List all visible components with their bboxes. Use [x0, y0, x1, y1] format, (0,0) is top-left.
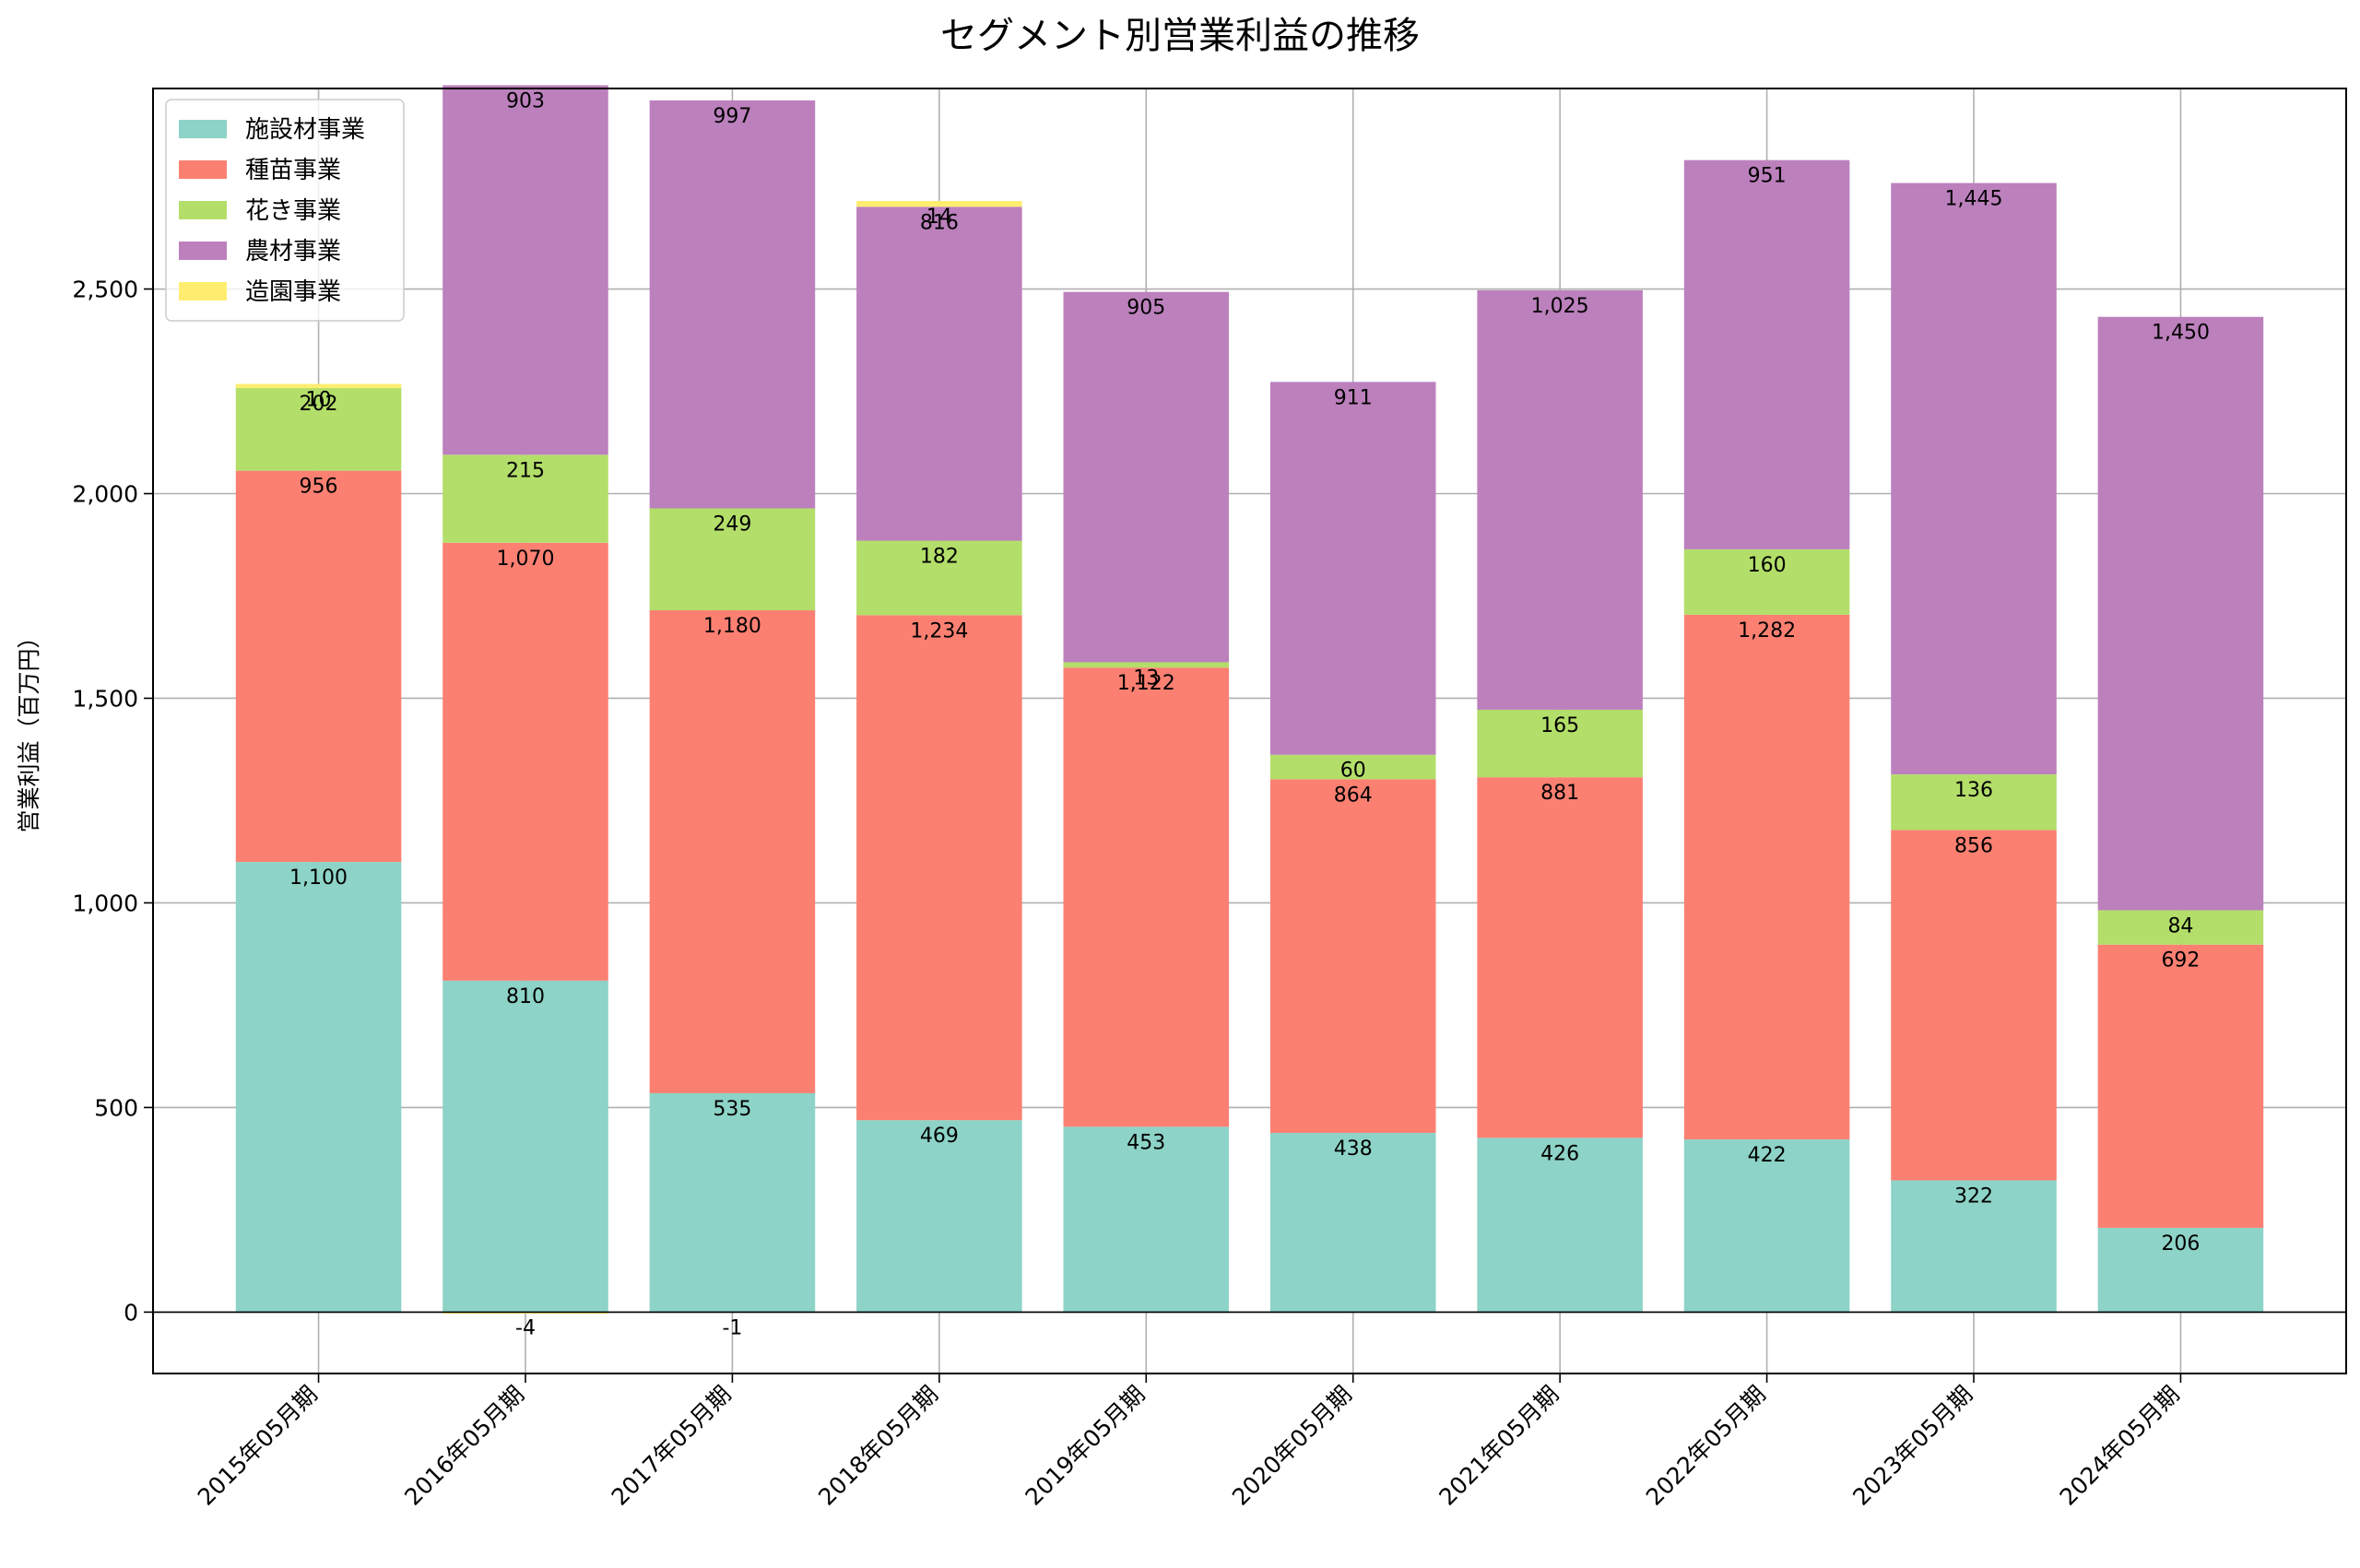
legend-swatch: [179, 120, 227, 138]
legend-label: 施設材事業: [245, 116, 365, 144]
data-label: 856: [1954, 834, 1993, 857]
bar-segment: [442, 543, 608, 981]
data-label: 1,445: [1945, 188, 2003, 211]
bar-segment: [2098, 945, 2264, 1228]
y-tick-label: 0: [124, 1299, 138, 1326]
y-axis-label: 営業利益（百万円）: [16, 625, 42, 832]
data-label: 535: [713, 1098, 751, 1121]
bar-segment: [1684, 615, 1850, 1139]
data-label: -4: [515, 1316, 536, 1339]
data-label: 322: [1954, 1185, 1993, 1208]
data-label: 881: [1540, 782, 1579, 805]
data-label: -1: [722, 1316, 742, 1339]
bar-segment: [1064, 667, 1230, 1126]
bar-segment: [442, 981, 608, 1313]
x-tick-label: 2021年05月期: [1434, 1381, 1564, 1511]
y-tick-label: 2,000: [72, 481, 138, 508]
data-label: 469: [920, 1125, 959, 1148]
y-tick-label: 2,500: [72, 277, 138, 303]
x-tick-label: 2020年05月期: [1227, 1381, 1357, 1511]
data-label: 206: [2161, 1232, 2200, 1256]
data-label: 160: [1748, 554, 1787, 577]
legend-label: 農材事業: [245, 238, 341, 265]
data-label: 136: [1954, 779, 1993, 802]
bar-segment: [1477, 777, 1643, 1138]
chart-title: セグメント別営業利益の推移: [940, 15, 1420, 57]
data-label: 422: [1748, 1144, 1787, 1167]
data-label: 810: [506, 985, 545, 1008]
data-label: 1,450: [2152, 322, 2210, 345]
legend-label: 種苗事業: [245, 157, 341, 184]
x-tick-label: 2022年05月期: [1641, 1381, 1771, 1511]
bar-segment: [650, 100, 816, 509]
bar-segment: [236, 471, 402, 862]
x-tick-label: 2019年05月期: [1021, 1381, 1150, 1511]
data-label: 903: [506, 89, 545, 112]
legend-swatch: [179, 160, 227, 179]
bar-segment: [1064, 1126, 1230, 1312]
data-label: 14: [926, 206, 952, 229]
data-label: 1,282: [1738, 619, 1796, 643]
data-label: 1,025: [1531, 295, 1589, 318]
x-tick-label: 2017年05月期: [607, 1381, 737, 1511]
bar-segment: [650, 610, 816, 1093]
data-label: 1,070: [496, 548, 554, 571]
legend-label: 花き事業: [245, 197, 341, 225]
data-label: 1,100: [289, 867, 348, 890]
x-tick-label: 2016年05月期: [399, 1381, 529, 1511]
data-label: 692: [2161, 949, 2200, 973]
data-label: 215: [506, 459, 545, 482]
x-tick-label: 2024年05月期: [2055, 1381, 2185, 1511]
y-tick-label: 500: [94, 1094, 138, 1121]
bar-segment: [1891, 183, 2057, 775]
bar-segment: [1891, 830, 2057, 1180]
bars: [236, 85, 2263, 1314]
data-label: 1,234: [910, 619, 968, 643]
bar-segment: [1270, 382, 1436, 754]
data-label: 438: [1334, 1138, 1373, 1161]
data-label: 249: [713, 513, 751, 536]
data-label: 13: [1133, 666, 1159, 690]
bar-segment: [856, 206, 1022, 540]
legend-swatch: [179, 242, 227, 260]
bar-segment: [442, 85, 608, 454]
bar-segment: [1270, 779, 1436, 1133]
data-label: 997: [713, 105, 751, 128]
x-tick-label: 2023年05月期: [1847, 1381, 1977, 1511]
data-label: 60: [1340, 760, 1366, 783]
bar-segment: [856, 1120, 1022, 1312]
bar-segment: [856, 615, 1022, 1120]
data-label: 864: [1334, 784, 1373, 807]
data-label: 426: [1540, 1142, 1579, 1165]
bar-segment: [236, 384, 402, 388]
data-label: 10: [306, 389, 332, 412]
legend-label: 造園事業: [245, 278, 341, 306]
data-label: 911: [1334, 386, 1373, 409]
bar-segment: [1684, 160, 1850, 549]
x-tick-label: 2018年05月期: [813, 1381, 943, 1511]
y-tick-label: 1,000: [72, 890, 138, 916]
data-label: 951: [1748, 165, 1787, 188]
data-label: 165: [1540, 714, 1579, 737]
data-label: 453: [1127, 1131, 1165, 1154]
bar-segment: [236, 862, 402, 1312]
bar-segment: [650, 1093, 816, 1313]
data-label: 182: [920, 546, 959, 569]
x-tick-label: 2015年05月期: [193, 1381, 323, 1511]
data-label: 1,180: [703, 615, 761, 638]
data-label: 905: [1127, 297, 1165, 320]
y-tick-label: 1,500: [72, 685, 138, 712]
bar-segment: [1064, 292, 1230, 663]
bar-segment: [1477, 290, 1643, 710]
data-label: 956: [300, 476, 338, 499]
legend-swatch: [179, 282, 227, 301]
data-label: 84: [2167, 914, 2193, 937]
bar-segment: [2098, 317, 2264, 911]
legend-swatch: [179, 201, 227, 219]
